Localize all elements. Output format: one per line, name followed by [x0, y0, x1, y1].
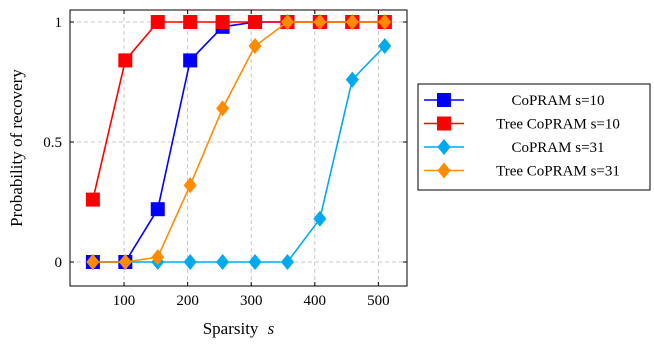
data-point — [150, 202, 165, 217]
y-tick-label: 0 — [55, 255, 63, 271]
legend-marker — [437, 139, 451, 155]
series-line — [92, 45, 386, 263]
series-3 — [86, 38, 392, 270]
data-point — [215, 15, 230, 29]
grid — [70, 10, 407, 286]
x-tick-label: 200 — [176, 293, 199, 309]
data-point — [345, 14, 359, 30]
data-point — [85, 192, 100, 207]
legend-marker — [437, 162, 451, 179]
data-point — [280, 14, 294, 30]
data-point — [118, 254, 132, 270]
data-point — [248, 38, 262, 54]
legend-label: CoPRAM s=31 — [511, 140, 604, 156]
data-point — [183, 254, 197, 270]
y-axis-label: Probability of recovery — [7, 69, 26, 227]
series-line — [92, 21, 385, 200]
x-tick-label: 500 — [367, 293, 390, 309]
y-tick-label: 0.5 — [43, 135, 62, 151]
series-group — [85, 14, 392, 270]
legend-item: Tree CoPRAM s=31 — [424, 162, 620, 180]
x-axis-label-variable: s — [268, 319, 275, 338]
data-point — [216, 100, 230, 117]
x-axis-label-text: Sparsity — [203, 319, 259, 338]
legend-item: CoPRAM s=10 — [424, 93, 605, 109]
series-line — [92, 21, 385, 263]
data-point — [345, 71, 359, 88]
axis-ticks: 100 200 300 400 500 0 0.5 1 — [43, 10, 407, 309]
x-tick-label: 400 — [304, 293, 327, 309]
data-point — [151, 249, 165, 266]
plot-frame — [69, 9, 408, 287]
data-point — [183, 177, 197, 194]
legend-label: Tree CoPRAM s=10 — [496, 117, 620, 133]
data-point — [378, 38, 392, 54]
data-point — [183, 53, 198, 68]
legend: CoPRAM s=10 Tree CoPRAM s=10 CoPRAM s=31 Tr… — [417, 83, 651, 191]
data-point — [183, 15, 198, 29]
legend-label: CoPRAM s=10 — [511, 93, 604, 109]
legend-box — [417, 83, 651, 191]
series-4 — [86, 14, 392, 270]
data-point — [216, 254, 230, 270]
data-point — [86, 254, 100, 270]
legend-item: CoPRAM s=31 — [424, 139, 605, 156]
legend-marker — [437, 93, 451, 107]
data-point — [280, 254, 294, 270]
legend-item: Tree CoPRAM s=10 — [424, 116, 620, 133]
x-tick-label: 300 — [240, 293, 263, 309]
data-point — [118, 53, 133, 68]
data-point — [313, 14, 327, 30]
y-tick-label: 1 — [55, 15, 63, 31]
legend-marker — [437, 116, 451, 131]
legend-label: Tree CoPRAM s=31 — [496, 164, 620, 180]
data-point — [248, 254, 262, 270]
x-tick-label: 100 — [113, 293, 136, 309]
data-point — [150, 15, 165, 29]
data-point — [378, 14, 392, 30]
x-axis-label: Sparsity s — [203, 319, 275, 338]
data-point — [313, 210, 327, 227]
data-point — [248, 15, 263, 29]
